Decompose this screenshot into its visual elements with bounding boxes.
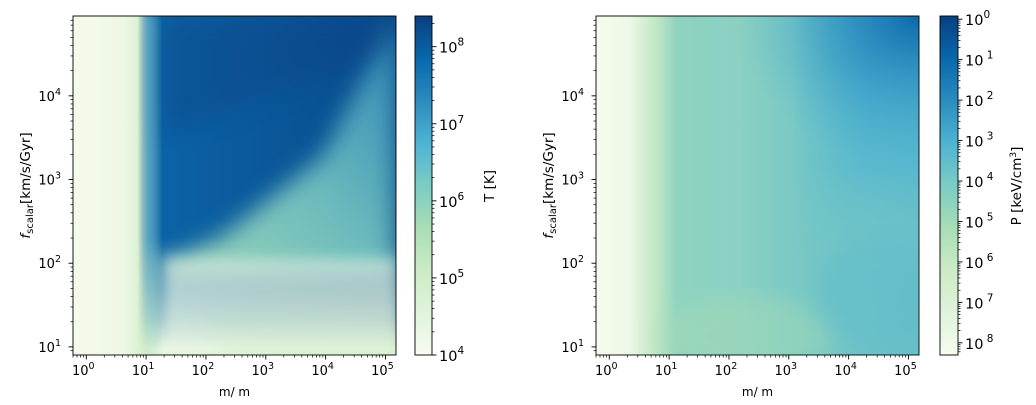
temperature-heatmap xyxy=(73,16,396,355)
pressure-heatmap-panel: 100 101 102 103 104 105 101 102 103 104 m/ m fscala… xyxy=(541,9,1025,399)
colorbar-tick-label: 10 6 xyxy=(965,252,994,272)
pressure-colorbar xyxy=(939,15,959,356)
temperature-colorbar-label: T [K] xyxy=(482,170,498,203)
y-tick-label: 104 xyxy=(561,87,584,105)
pressure-colorbar-label: P [keV/cm3] xyxy=(1009,147,1025,226)
colorbar-tick-label: 10 3 xyxy=(965,131,993,151)
y-tick-label: 103 xyxy=(561,171,584,189)
x-tick-label: 104 xyxy=(834,361,857,379)
x-tick-label: 105 xyxy=(371,361,394,379)
pressure-axes: 100 101 102 103 104 105 101 102 103 104 m/ m fscala… xyxy=(541,19,917,399)
y-tick-label: 103 xyxy=(38,171,61,189)
colorbar-tick-label: 10 5 xyxy=(965,211,993,231)
x-tick-label: 101 xyxy=(655,361,678,379)
x-tick-label: 102 xyxy=(192,361,215,379)
x-tick-label: 100 xyxy=(595,361,618,379)
y-tick-label: 102 xyxy=(561,254,584,272)
x-axis-label: m/ m xyxy=(742,385,773,399)
pressure-heatmap xyxy=(596,16,919,355)
x-axis-label: m/ m xyxy=(219,385,250,399)
x-tick-label: 103 xyxy=(251,361,274,379)
x-tick-label: 102 xyxy=(715,361,738,379)
colorbar-tick-label: 10 8 xyxy=(965,333,993,353)
temperature-axes: 100 101 102 103 104 105 101 102 103 104 m/ m fscala… xyxy=(18,19,394,399)
colorbar-tick-label: 105 xyxy=(439,268,464,288)
x-tick-label: 104 xyxy=(311,361,334,379)
colorbar-tick-label: 108 xyxy=(439,37,464,57)
x-tick-label: 105 xyxy=(894,361,917,379)
colorbar-tick-label: 10 4 xyxy=(965,171,994,191)
y-tick-label: 101 xyxy=(38,338,61,356)
x-tick-label: 103 xyxy=(774,361,797,379)
x-tick-label: 100 xyxy=(72,361,95,379)
y-axis-label: fscalar[km/s/Gyr] xyxy=(18,132,36,238)
colorbar-tick-label: 10 2 xyxy=(965,90,993,110)
colorbar-tick-label: 10 7 xyxy=(965,292,993,312)
y-tick-label: 102 xyxy=(38,254,61,272)
y-axis-label: fscalar[km/s/Gyr] xyxy=(541,132,559,238)
pressure-colorbar-ticks: 100 10 1 10 2 10 3 10 4 10 5 10 6 10 7 10 8 xyxy=(958,9,994,353)
colorbar-tick-label: 104 xyxy=(439,345,464,365)
temperature-heatmap-panel: 100 101 102 103 104 105 101 102 103 104 m/ m fscala… xyxy=(18,15,498,399)
y-tick-label: 104 xyxy=(38,87,61,105)
y-tick-label: 101 xyxy=(561,338,584,356)
colorbar-tick-label: 107 xyxy=(439,114,464,134)
temperature-colorbar xyxy=(414,15,433,356)
colorbar-tick-label: 100 xyxy=(965,9,990,29)
colorbar-tick-label: 10 1 xyxy=(965,50,993,70)
colorbar-tick-label: 106 xyxy=(439,191,464,211)
x-tick-label: 101 xyxy=(132,361,155,379)
temperature-colorbar-ticks: 104 105 106 107 108 xyxy=(432,23,464,365)
